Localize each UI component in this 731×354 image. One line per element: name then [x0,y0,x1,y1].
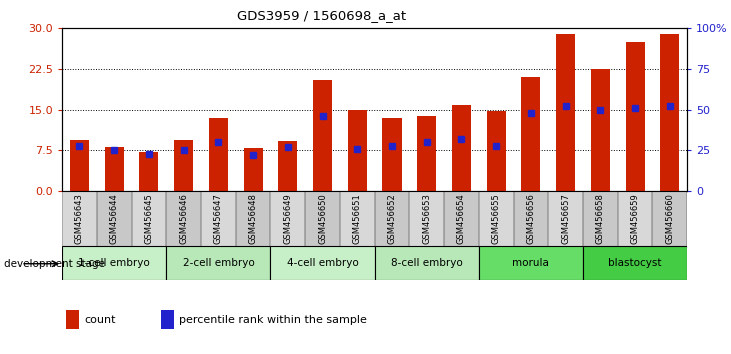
Text: GSM456657: GSM456657 [561,193,570,244]
Bar [618,191,652,246]
Text: GSM456649: GSM456649 [284,193,292,244]
Bar [583,246,687,280]
Text: morula: morula [512,258,549,268]
Text: 2-cell embryo: 2-cell embryo [183,258,254,268]
Bar [556,34,575,191]
Text: GSM456652: GSM456652 [387,193,396,244]
Bar [235,191,270,246]
Bar [487,111,506,191]
Bar [452,105,471,191]
Bar [340,191,374,246]
Bar [417,116,436,191]
Bar [479,246,583,280]
Text: GDS3959 / 1560698_a_at: GDS3959 / 1560698_a_at [237,9,406,22]
Bar [306,191,340,246]
Bar [140,152,159,191]
Bar [270,246,375,280]
Bar [374,191,409,246]
Bar [583,191,618,246]
Text: GSM456655: GSM456655 [492,193,501,244]
Text: 1-cell embryo: 1-cell embryo [78,258,150,268]
Bar [279,141,298,191]
Text: development stage: development stage [4,259,105,269]
Bar [313,80,332,191]
Text: 8-cell embryo: 8-cell embryo [391,258,463,268]
Text: GSM456645: GSM456645 [145,193,154,244]
Text: 4-cell embryo: 4-cell embryo [287,258,358,268]
Text: GSM456643: GSM456643 [75,193,84,244]
Text: GSM456654: GSM456654 [457,193,466,244]
Text: GSM456644: GSM456644 [110,193,118,244]
Bar [513,191,548,246]
Bar [548,191,583,246]
Bar [70,139,89,191]
Bar [243,148,262,191]
Text: GSM456648: GSM456648 [249,193,257,244]
Bar [444,191,479,246]
Text: GSM456651: GSM456651 [353,193,362,244]
Text: blastocyst: blastocyst [608,258,662,268]
Bar [209,118,228,191]
Bar [382,118,401,191]
Bar [132,191,166,246]
Bar [626,42,645,191]
Bar [62,246,167,280]
Text: percentile rank within the sample: percentile rank within the sample [179,315,367,325]
Bar [105,147,124,191]
Bar [167,191,201,246]
Text: GSM456647: GSM456647 [214,193,223,244]
Text: count: count [84,315,115,325]
Bar [348,110,367,191]
Bar [479,191,513,246]
Bar [521,77,540,191]
Text: GSM456646: GSM456646 [179,193,188,244]
Bar [409,191,444,246]
Text: GSM456650: GSM456650 [318,193,327,244]
Text: GSM456660: GSM456660 [665,193,674,244]
Bar [374,246,479,280]
Bar [591,69,610,191]
Bar [96,191,132,246]
Text: GSM456656: GSM456656 [526,193,535,244]
Bar [201,191,235,246]
Bar [62,191,96,246]
Text: GSM456653: GSM456653 [423,193,431,244]
Bar [174,139,193,191]
Bar [652,191,687,246]
Bar [270,191,306,246]
Text: GSM456658: GSM456658 [596,193,605,244]
Text: GSM456659: GSM456659 [631,193,640,244]
Bar [660,34,679,191]
Bar [167,246,270,280]
